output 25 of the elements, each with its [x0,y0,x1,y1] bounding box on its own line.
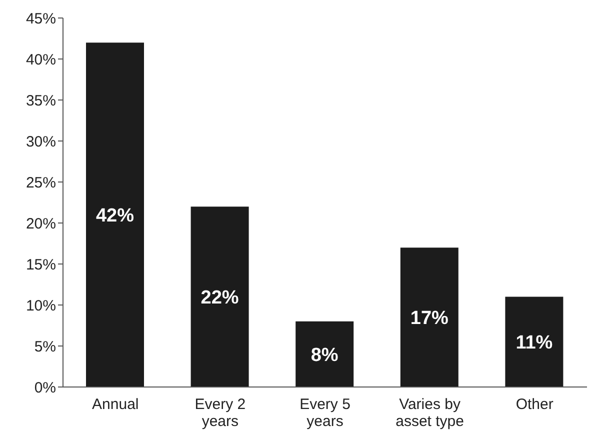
x-tick-label: Varies by asset type [396,396,464,430]
bar [86,42,144,387]
y-tick-label: 25% [26,174,56,192]
data-label: 42% [96,206,134,227]
data-label: 17% [410,308,449,330]
bar [505,296,564,387]
data-label: 11% [516,332,553,354]
x-tick-label: Other [516,396,554,413]
y-tick-label: 40% [26,51,56,68]
y-tick-label: 5% [34,338,56,356]
y-tick-label: 35% [26,92,56,110]
x-tick-label: Every 2 years [194,396,246,430]
data-label: 22% [200,288,239,309]
data-label: 8% [310,344,338,366]
x-tick-label: Annual [92,396,139,413]
y-tick-label: 20% [26,215,56,232]
bar [190,206,249,387]
y-tick-label: 0% [34,379,56,396]
bar [400,248,458,387]
x-tick-label: Every 5 years [300,396,350,430]
y-tick-label: 15% [26,256,56,274]
y-tick-label: 30% [26,133,56,150]
y-tick-label: 10% [26,297,56,314]
bar [296,321,354,387]
y-tick-label: 45% [26,10,56,28]
